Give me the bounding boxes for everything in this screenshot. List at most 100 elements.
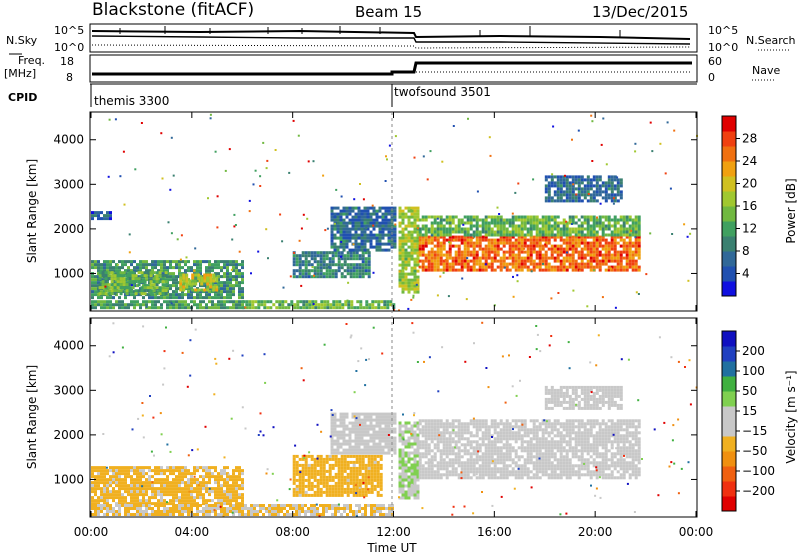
- echo-cell: [367, 478, 371, 482]
- echo-cell: [592, 221, 596, 225]
- echo-cell: [292, 272, 296, 276]
- echo-cell: [140, 280, 144, 284]
- echo-cell: [97, 513, 100, 516]
- echo-cell: [226, 293, 229, 297]
- echo-cell: [127, 513, 130, 516]
- echo-cell: [333, 415, 337, 419]
- echo-cell: [229, 475, 232, 479]
- echo-cell: [205, 466, 208, 470]
- echo-cell: [175, 287, 178, 291]
- echo-cell: [94, 490, 97, 494]
- echo-cell: [544, 235, 548, 239]
- echo-cell: [373, 484, 377, 488]
- echo-cell: [166, 469, 169, 473]
- echo-cell: [360, 421, 364, 425]
- echo-cell: [463, 227, 467, 231]
- echo-cell: [358, 493, 362, 497]
- echo-cell: [466, 233, 470, 237]
- echo-cell: [476, 190, 479, 193]
- echo-cell: [580, 253, 584, 257]
- echo-cell: [370, 510, 373, 513]
- echo-cell: [601, 238, 605, 242]
- echo-cell: [295, 513, 298, 516]
- echo-cell: [410, 221, 414, 225]
- echo-cell: [100, 510, 103, 513]
- echo-cell: [130, 507, 133, 510]
- echo-cell: [235, 281, 238, 285]
- echo-cell: [97, 496, 100, 500]
- echo-cell: [330, 433, 334, 437]
- echo-cell: [220, 269, 223, 273]
- echo-cell: [345, 439, 349, 443]
- echo-cell: [346, 272, 350, 276]
- echo-cell: [122, 271, 126, 275]
- echo-cell: [238, 510, 241, 513]
- nave-label: Nave: [752, 64, 780, 77]
- echo-cell: [211, 296, 214, 300]
- echo-cell: [375, 445, 379, 449]
- echo-cell: [319, 487, 323, 491]
- echo-cell: [372, 227, 376, 231]
- echo-cell: [154, 296, 157, 300]
- echo-cell: [330, 415, 334, 419]
- echo-cell: [124, 478, 127, 482]
- echo-cell: [511, 227, 515, 231]
- echo-cell: [376, 493, 380, 497]
- echo-cell: [334, 481, 338, 485]
- echo-cell: [133, 504, 136, 507]
- echo-cell: [635, 291, 638, 294]
- echo-cell: [366, 233, 370, 237]
- echo-cell: [580, 262, 584, 266]
- echo-cell: [529, 235, 533, 239]
- echo-cell: [342, 233, 346, 237]
- echo-cell: [360, 209, 364, 213]
- echo-cell: [360, 257, 363, 260]
- echo-cell: [404, 466, 408, 470]
- echo-cell: [163, 263, 166, 267]
- echo-cell: [625, 227, 629, 231]
- echo-cell: [235, 284, 238, 288]
- echo-cell: [259, 504, 262, 507]
- echo-cell: [547, 187, 551, 191]
- echo-cell: [496, 247, 500, 251]
- echo-cell: [398, 427, 402, 431]
- echo-cell: [211, 306, 214, 310]
- echo-cell: [502, 244, 506, 248]
- echo-cell: [336, 430, 340, 434]
- echo-cell: [586, 190, 590, 194]
- echo-cell: [241, 281, 244, 285]
- echo-cell: [367, 490, 371, 494]
- echo-cell: [133, 499, 136, 503]
- echo-cell: [223, 484, 226, 488]
- echo-cell: [547, 181, 551, 185]
- echo-cell: [628, 244, 632, 248]
- echo-cell: [118, 487, 121, 491]
- echo-cell: [298, 254, 302, 258]
- echo-cell: [304, 266, 308, 270]
- echo-cell: [607, 193, 611, 197]
- echo-cell: [152, 289, 156, 293]
- echo-cell: [196, 484, 199, 488]
- echo-cell: [118, 266, 121, 270]
- echo-cell: [359, 303, 363, 307]
- echo-cell: [359, 306, 363, 310]
- echo-cell: [544, 190, 548, 194]
- echo-cell: [208, 513, 211, 516]
- echo-cell: [559, 235, 563, 239]
- echo-cell: [319, 266, 323, 270]
- echo-cell: [387, 442, 391, 446]
- echo-cell: [595, 221, 599, 225]
- echo-cell: [586, 235, 590, 239]
- echo-cell: [439, 227, 443, 231]
- echo-cell: [172, 266, 175, 270]
- echo-cell: [351, 439, 355, 443]
- echo-cell: [460, 221, 464, 225]
- echo-cell: [103, 214, 106, 218]
- echo-cell: [401, 212, 405, 216]
- echo-cell: [390, 239, 394, 243]
- echo-cell: [508, 230, 512, 234]
- echo-cell: [514, 262, 518, 266]
- echo-cell: [190, 504, 193, 507]
- echo-cell: [208, 481, 211, 485]
- echo-cell: [109, 263, 112, 267]
